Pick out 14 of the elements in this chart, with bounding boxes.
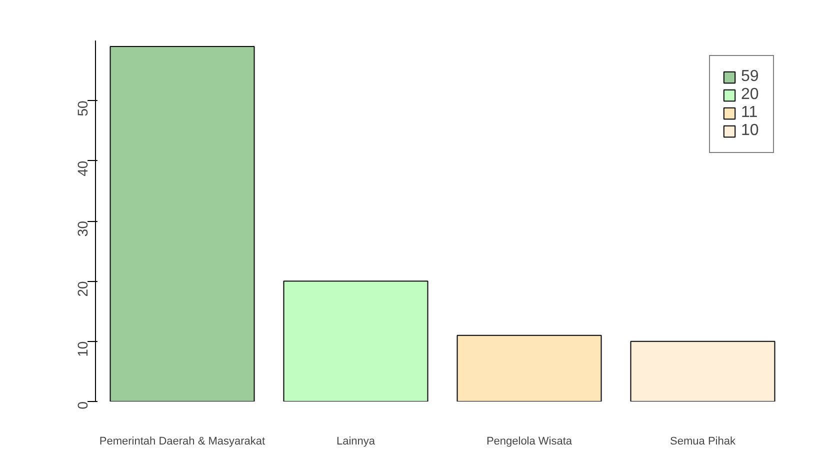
- y-tick-label: 50: [74, 100, 90, 116]
- legend-label: 10: [741, 122, 760, 140]
- x-tick-label: Pemerintah Daerah & Masyarakat: [99, 436, 266, 448]
- y-tick-label: 10: [74, 341, 90, 357]
- y-tick-label: 20: [74, 280, 90, 297]
- legend-label: 11: [741, 104, 759, 122]
- y-tick-label: 0: [74, 401, 90, 410]
- y-tick-label: 40: [74, 160, 90, 176]
- legend-label: 20: [741, 86, 760, 104]
- x-tick-label: Lainnya: [336, 436, 376, 448]
- x-tick-label: Pengelola Wisata: [486, 436, 573, 448]
- legend-label: 59: [741, 68, 760, 86]
- x-tick-label: Semua Pihak: [670, 436, 736, 448]
- y-tick-label: 30: [74, 220, 90, 237]
